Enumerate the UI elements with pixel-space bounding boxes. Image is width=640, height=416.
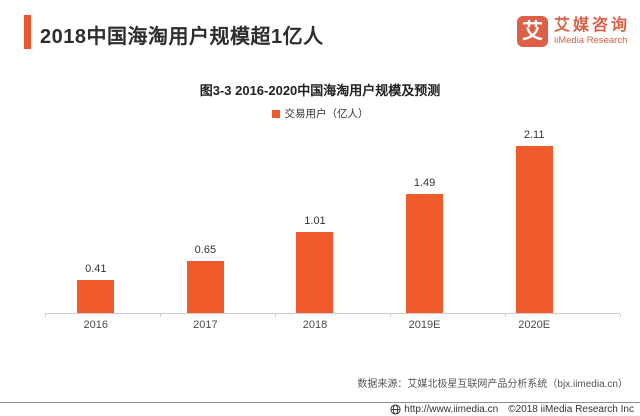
x-axis-label: 2018 — [302, 319, 328, 331]
legend-swatch — [271, 109, 280, 118]
footer-url: http://www.iimedia.cn — [404, 404, 499, 415]
bar-column: 0.41 — [41, 129, 151, 313]
axis-tick — [620, 314, 621, 317]
x-axis-label: 2019E — [408, 319, 441, 331]
bar — [406, 193, 444, 313]
x-axis-label: 2020E — [518, 319, 551, 331]
bar — [296, 232, 334, 313]
axis-tick — [45, 314, 46, 317]
bar-column: 0.65 — [151, 129, 261, 313]
axis-tick — [275, 314, 276, 317]
logo-glyph: 艾 — [521, 20, 543, 43]
title-accent-bar — [24, 15, 31, 49]
page-title: 2018中国海淘用户规模超1亿人 — [40, 26, 324, 48]
bar-column: 1.49 — [370, 129, 480, 313]
bar-value-label: 2.11 — [523, 129, 545, 141]
plot-area: 0.41 0.65 1.01 1.49 2.11 — [41, 129, 589, 313]
iimedia-logo: 艾 艾媒咨询 iiMedia Research — [516, 16, 630, 47]
logo-name-en: iiMedia Research — [553, 35, 628, 46]
axis-tick — [505, 314, 506, 317]
footer: http://www.iimedia.cn ©2018 iiMedia Rese… — [390, 404, 634, 415]
bar — [515, 146, 553, 313]
data-source-note: 数据来源：艾媒北极星互联网产品分析系统（bjx.iimedia.cn） — [357, 379, 628, 390]
bar-value-label: 1.01 — [304, 215, 326, 228]
globe-icon — [390, 404, 401, 415]
chart-title: 图3-3 2016-2020中国海淘用户规模及预测 — [199, 83, 441, 98]
iimedia-logo-icon: 艾 — [516, 16, 548, 47]
bar — [77, 280, 115, 313]
x-axis-labels: 2016 2017 2018 2019E 2020E — [41, 319, 589, 331]
bar-value-label: 1.49 — [413, 176, 436, 189]
bar-value-label: 0.65 — [194, 244, 217, 256]
legend-label: 交易用户（亿人） — [284, 108, 369, 120]
bar-value-label: 0.41 — [85, 263, 107, 276]
axis-tick — [160, 314, 161, 317]
footer-copyright: ©2018 iiMedia Research Inc — [508, 404, 634, 415]
bar-column: 1.01 — [260, 129, 370, 313]
bar — [186, 261, 224, 313]
x-axis-label: 2017 — [193, 319, 218, 331]
footer-divider — [0, 402, 640, 403]
chart-legend: 交易用户（亿人） — [0, 106, 640, 121]
x-axis-label: 2016 — [83, 319, 109, 331]
x-axis-line — [45, 313, 621, 317]
logo-name-cn: 艾媒咨询 — [553, 17, 630, 34]
axis-tick — [390, 314, 391, 317]
bar-column: 2.11 — [479, 129, 589, 313]
logo-text: 艾媒咨询 iiMedia Research — [554, 17, 630, 46]
